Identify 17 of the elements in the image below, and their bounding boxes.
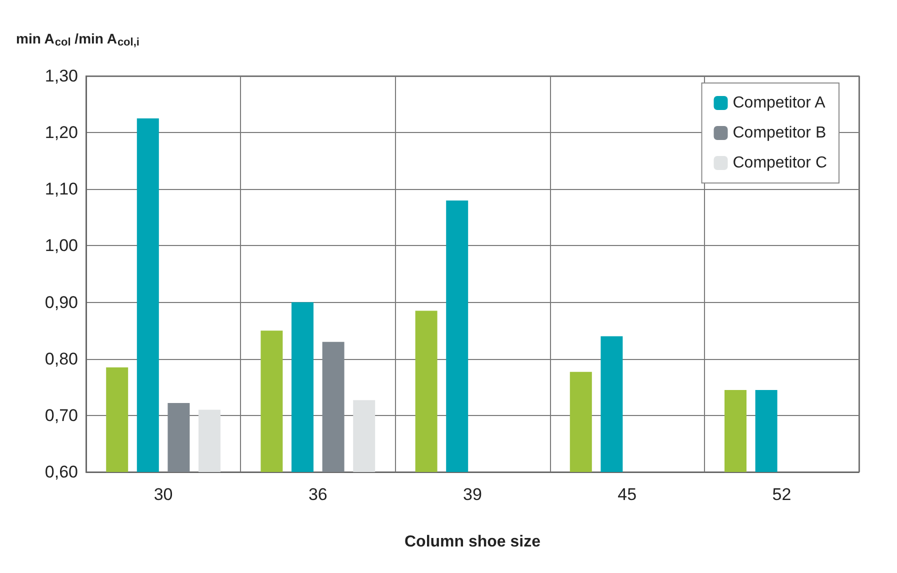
- y-tick-label: 0,60: [44, 462, 78, 482]
- y-tick-label: 1,20: [44, 123, 78, 142]
- legend-label: Competitor B: [732, 124, 826, 142]
- y-tick-label: 0,70: [44, 406, 78, 425]
- x-tick-label: 52: [772, 485, 792, 504]
- y-tick-label: 1,10: [44, 180, 78, 199]
- legend-label: Competitor A: [732, 94, 826, 112]
- y-tick-label: 0,90: [44, 292, 78, 312]
- y-tick-label: 1,30: [44, 66, 78, 86]
- x-tick-label: 30: [154, 485, 173, 504]
- legend-label: Competitor C: [732, 154, 827, 172]
- y-tick-label: 0,80: [44, 349, 78, 368]
- x-tick-label: 45: [618, 485, 637, 504]
- x-tick-label: 39: [463, 485, 482, 504]
- x-axis-title: Column shoe size: [404, 534, 541, 550]
- y-tick-label: 1,00: [44, 236, 78, 256]
- x-tick-label: 36: [308, 485, 328, 504]
